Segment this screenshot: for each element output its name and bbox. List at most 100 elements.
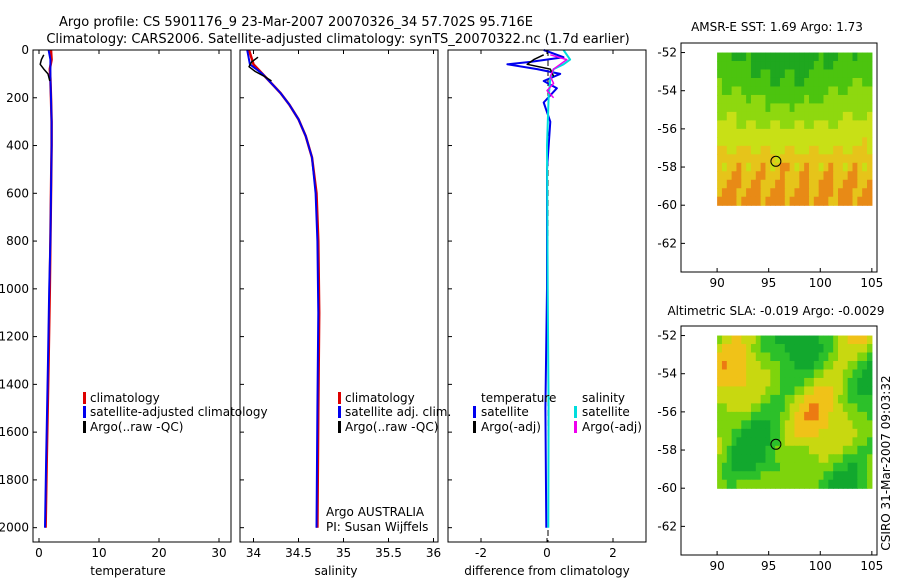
map-cell bbox=[750, 352, 757, 362]
map-cell bbox=[828, 386, 834, 396]
map-cell bbox=[765, 462, 771, 472]
map-cell bbox=[775, 428, 781, 438]
map-cell bbox=[847, 120, 854, 130]
map-cell bbox=[837, 454, 844, 464]
map-cell bbox=[717, 420, 723, 430]
map-cell bbox=[765, 137, 771, 147]
map-cell bbox=[813, 154, 820, 164]
map-cell bbox=[750, 420, 757, 430]
map-cell bbox=[842, 386, 849, 396]
legend-swatch-climatology bbox=[83, 392, 86, 404]
map-cell bbox=[765, 171, 771, 181]
map-cell bbox=[828, 77, 834, 88]
map-cell bbox=[775, 94, 781, 105]
map-cell bbox=[813, 394, 820, 404]
map-cell bbox=[818, 52, 825, 62]
map-cell bbox=[746, 369, 752, 379]
map-cell bbox=[862, 61, 868, 71]
map-cell bbox=[721, 111, 728, 121]
map-cell bbox=[823, 428, 829, 438]
map-cell bbox=[813, 403, 820, 413]
map-cell bbox=[741, 171, 747, 181]
map-cell bbox=[794, 352, 800, 362]
map-cell bbox=[779, 462, 786, 472]
map-cell bbox=[799, 61, 805, 71]
map-cell bbox=[828, 154, 834, 164]
map-cell bbox=[804, 454, 810, 464]
map-cell bbox=[867, 411, 873, 421]
map-cell bbox=[731, 403, 738, 413]
map-cell bbox=[828, 411, 834, 421]
map-cell bbox=[818, 171, 825, 181]
map-y-tick-label: -62 bbox=[657, 236, 677, 250]
map-cell bbox=[813, 137, 820, 147]
map-cell bbox=[794, 428, 800, 438]
map-cell bbox=[741, 420, 747, 430]
map-cell bbox=[818, 69, 825, 79]
map-cell bbox=[717, 77, 723, 88]
map-cell bbox=[789, 369, 796, 379]
map-cell bbox=[823, 86, 829, 96]
map-cell bbox=[862, 394, 868, 404]
map-cell bbox=[770, 128, 776, 138]
map-cell bbox=[813, 111, 820, 121]
map-cell bbox=[799, 394, 805, 404]
legend-swatch-sal-satellite bbox=[574, 406, 577, 418]
map-cell bbox=[813, 171, 820, 181]
map-y-tick-label: -54 bbox=[657, 367, 677, 381]
map-cell bbox=[755, 445, 762, 455]
map-cell bbox=[794, 462, 800, 472]
argo-australia-note: Argo AUSTRALIA bbox=[326, 505, 425, 519]
map-cell bbox=[867, 94, 873, 105]
map-cell bbox=[746, 128, 752, 138]
map-cell bbox=[789, 411, 796, 421]
series-line-2 bbox=[39, 54, 51, 82]
map-cell bbox=[721, 420, 728, 430]
map-cell bbox=[837, 86, 844, 96]
map-cell bbox=[736, 154, 742, 164]
map-cell bbox=[789, 145, 796, 155]
map-cell bbox=[721, 196, 728, 206]
map-cell bbox=[779, 52, 786, 62]
difference-x-ticks: -2 0 2 bbox=[448, 49, 617, 560]
map-cell bbox=[794, 420, 800, 430]
map-cell bbox=[837, 128, 844, 138]
map-cell bbox=[842, 52, 849, 62]
map-cell bbox=[779, 344, 786, 354]
map-cell bbox=[828, 462, 834, 472]
map-cell bbox=[799, 137, 805, 147]
map-cell bbox=[750, 179, 757, 189]
map-cell bbox=[799, 111, 805, 121]
figure-title-line1: Argo profile: CS 5901176_9 23-Mar-2007 2… bbox=[59, 15, 533, 30]
map-cell bbox=[867, 162, 873, 172]
map-cell bbox=[813, 360, 820, 371]
map-cell bbox=[804, 445, 810, 455]
map-cell bbox=[867, 188, 873, 198]
map-cell bbox=[736, 77, 742, 88]
map-cell bbox=[726, 454, 733, 464]
map-cell bbox=[721, 454, 728, 464]
map-cell bbox=[779, 111, 786, 121]
map-cell bbox=[765, 69, 771, 79]
map-cell bbox=[760, 145, 767, 155]
map-cell bbox=[746, 377, 752, 388]
map-cell bbox=[736, 420, 742, 430]
map-cell bbox=[731, 145, 738, 155]
map-y-tick-label: -52 bbox=[657, 329, 677, 343]
map-cell bbox=[833, 344, 839, 354]
map-cell bbox=[852, 420, 858, 430]
map-cell bbox=[867, 437, 873, 447]
salinity-panel: 34 34.5 35 35.5 36 salinity climatology sate… bbox=[239, 49, 451, 578]
map-cell bbox=[721, 335, 728, 345]
map-cell bbox=[794, 179, 800, 189]
map-cell bbox=[794, 171, 800, 181]
map-cell bbox=[731, 377, 738, 388]
map-cell bbox=[828, 445, 834, 455]
map-cell bbox=[741, 61, 747, 71]
map-cell bbox=[813, 437, 820, 447]
map-cell bbox=[828, 145, 834, 155]
map-cell bbox=[799, 377, 805, 388]
map-cell bbox=[770, 386, 776, 396]
map-cell bbox=[731, 344, 738, 354]
map-cell bbox=[721, 352, 728, 362]
